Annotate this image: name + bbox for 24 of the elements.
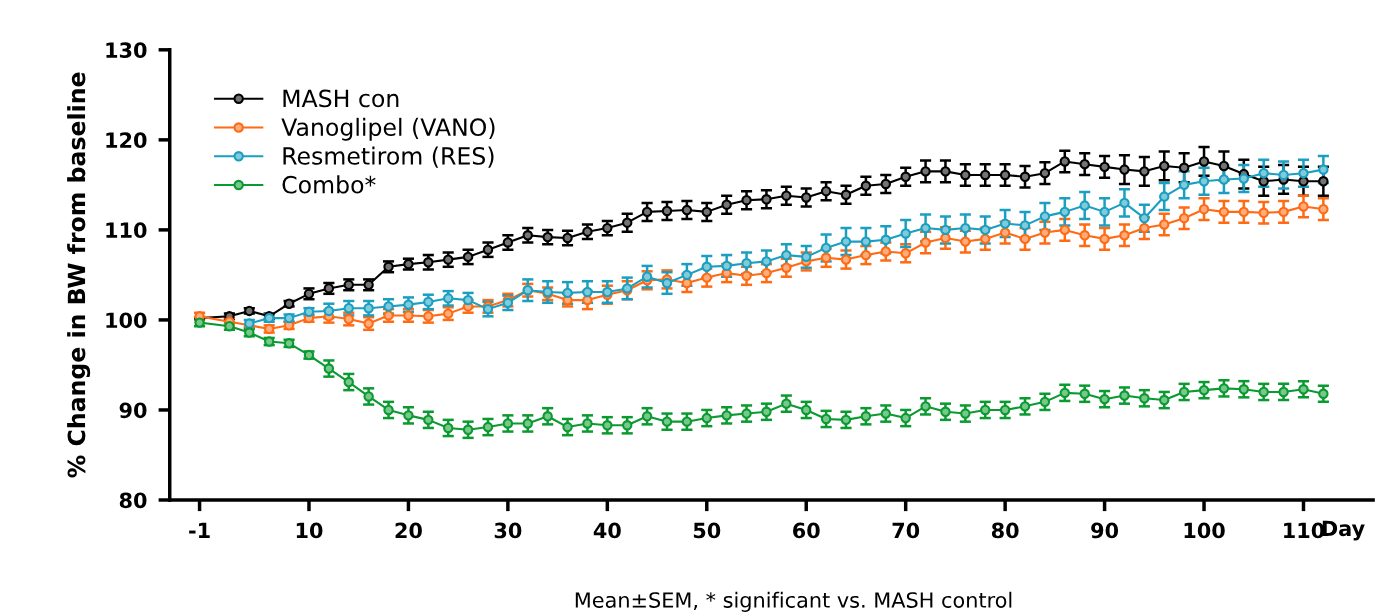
legend-label: Vanoglipel (VANO)	[281, 117, 495, 141]
text: Mean±SEM, * significant vs. MASH control	[575, 591, 1012, 612]
legend-label: Combo*	[282, 175, 376, 194]
x-tick-label: 70	[892, 522, 920, 539]
x-tick-label: 30	[494, 522, 522, 539]
x-axis-title: Day	[1322, 520, 1365, 541]
y-tick-label: 80	[119, 492, 147, 509]
x-tick-label: 60	[793, 522, 820, 539]
x-tick-label: -1	[189, 522, 210, 539]
y-axis-title: % Change in BW from baseline	[67, 72, 91, 478]
y-tick-label: 130	[106, 42, 147, 59]
y-tick-label: 120	[106, 132, 147, 149]
legend-label: Resmetirom (RES)	[283, 146, 494, 168]
x-tick-label: 40	[593, 522, 621, 539]
x-tick-label: 20	[395, 522, 422, 539]
y-tick-label: 100	[106, 312, 147, 329]
y-tick-label: 110	[106, 222, 147, 239]
x-tick-label: 100	[1184, 522, 1225, 539]
x-tick-label: 10	[296, 522, 323, 539]
x-tick-label: 90	[1091, 522, 1119, 539]
x-tick-label: 80	[991, 522, 1019, 539]
y-tick-label: 90	[119, 402, 147, 419]
x-tick-label: 50	[693, 522, 721, 539]
legend-label: MASH con	[283, 89, 399, 108]
